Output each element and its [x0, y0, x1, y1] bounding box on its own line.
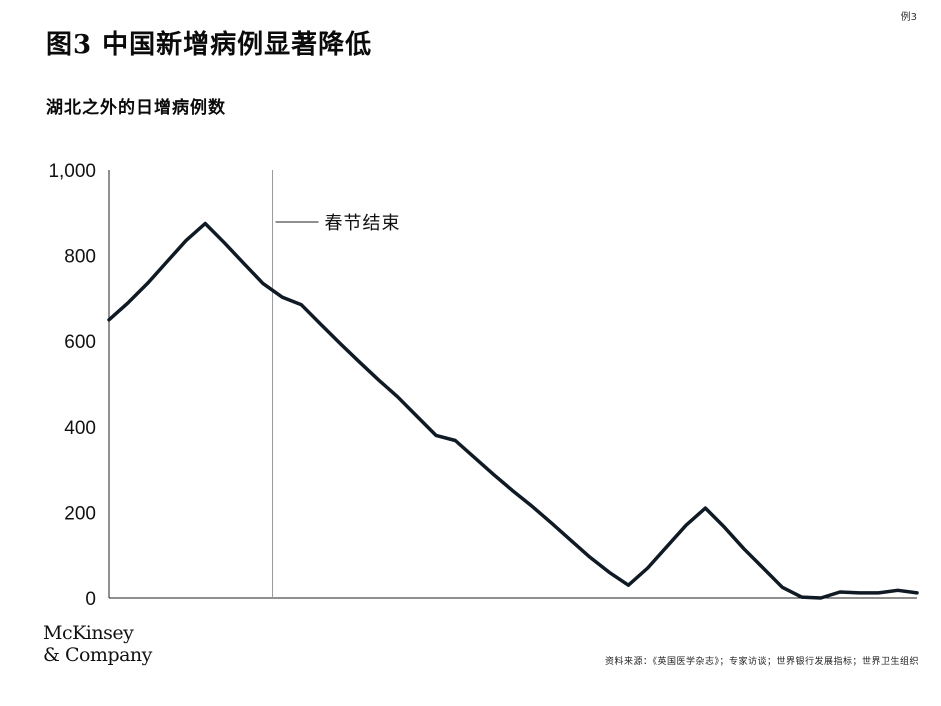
source-note: 资料来源：《英国医学杂志》；专家访谈；世界银行发展指标；世界卫生组织: [604, 657, 919, 667]
y-tick-label: 200: [64, 503, 96, 524]
y-tick-label: 1,000: [48, 161, 96, 182]
y-axis-tick-labels: 0 200 400 600 800 1,000: [48, 161, 96, 610]
exhibit-number: 例3: [900, 12, 917, 23]
y-tick-label: 400: [64, 418, 96, 439]
y-tick-label: 800: [64, 247, 96, 268]
y-tick-label: 0: [85, 589, 96, 610]
logo-line-1: McKinsey: [43, 622, 134, 644]
logo-line-2: & Company: [43, 644, 152, 666]
data-series: [107, 221, 919, 600]
y-tick-label: 600: [64, 332, 96, 353]
mckinsey-logo: McKinsey & Company: [43, 622, 152, 666]
page-title: 图3 中国新增病例显著降低: [46, 30, 373, 60]
series-line: [107, 221, 919, 600]
annotation-label: 春节结束: [325, 213, 401, 234]
chart-subtitle: 湖北之外的日增病例数: [46, 98, 226, 118]
